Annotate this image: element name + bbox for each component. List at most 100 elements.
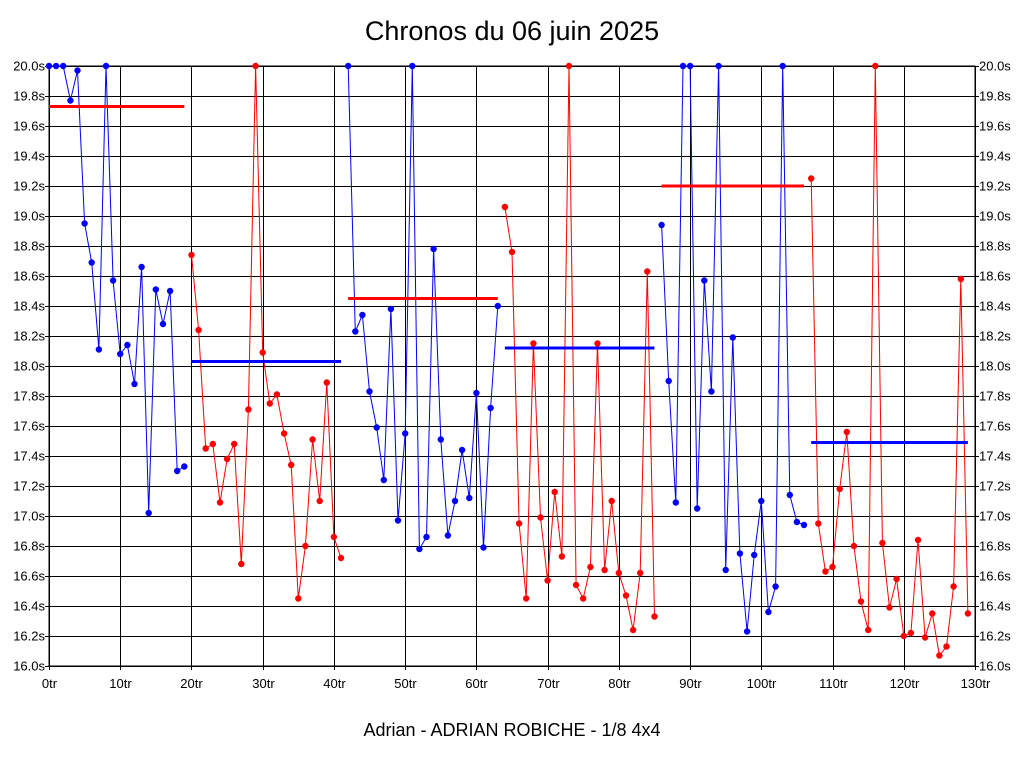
y-tick-label: 18.2s bbox=[13, 329, 45, 344]
data-point bbox=[836, 485, 843, 493]
data-point bbox=[815, 520, 822, 527]
series-layer bbox=[45, 62, 972, 659]
data-point bbox=[501, 203, 509, 211]
series-line-segment-2 bbox=[191, 65, 342, 599]
data-point bbox=[936, 652, 943, 659]
data-point bbox=[188, 251, 195, 259]
y-tick-label-right: 17.4s bbox=[979, 449, 1011, 464]
average-lines-layer bbox=[49, 105, 968, 444]
data-point bbox=[950, 583, 957, 590]
data-point bbox=[622, 592, 630, 599]
data-point bbox=[565, 62, 573, 70]
y-tick-label-right: 16.0s bbox=[979, 659, 1011, 674]
data-point bbox=[245, 406, 252, 413]
y-tick-label: 16.6s bbox=[13, 569, 45, 584]
data-point bbox=[159, 320, 167, 328]
data-point bbox=[921, 634, 929, 641]
data-point bbox=[900, 632, 907, 640]
grid-layer bbox=[48, 65, 976, 667]
data-point bbox=[793, 518, 801, 526]
data-point bbox=[259, 349, 266, 356]
data-point bbox=[345, 62, 352, 70]
data-point bbox=[444, 532, 452, 539]
data-point bbox=[409, 62, 416, 70]
data-point bbox=[715, 62, 722, 70]
data-point bbox=[202, 445, 209, 452]
y-tick-label-right: 17.6s bbox=[979, 419, 1011, 434]
y-tick-label-right: 17.8s bbox=[979, 389, 1011, 404]
data-point bbox=[957, 275, 964, 283]
data-point bbox=[216, 499, 224, 506]
data-point bbox=[88, 259, 95, 266]
data-point bbox=[672, 499, 679, 506]
data-point bbox=[580, 595, 587, 602]
data-point bbox=[102, 62, 110, 70]
data-point bbox=[74, 67, 81, 74]
data-point bbox=[551, 488, 558, 496]
data-point bbox=[109, 277, 117, 284]
data-point bbox=[850, 542, 858, 550]
data-point bbox=[694, 505, 701, 512]
data-point bbox=[751, 551, 758, 559]
data-point bbox=[166, 287, 174, 295]
data-point bbox=[637, 569, 644, 577]
data-point bbox=[359, 311, 366, 319]
data-point bbox=[658, 221, 665, 229]
data-point bbox=[252, 62, 259, 70]
y-tick-label-right: 19.0s bbox=[979, 209, 1011, 224]
y-tick-label: 19.4s bbox=[13, 149, 45, 164]
data-point bbox=[480, 544, 487, 551]
y-tick-label: 18.0s bbox=[13, 359, 45, 374]
data-point bbox=[800, 521, 808, 529]
data-point bbox=[387, 305, 395, 313]
data-point bbox=[829, 563, 836, 571]
data-point bbox=[758, 497, 765, 505]
data-point bbox=[508, 248, 516, 256]
data-point bbox=[67, 97, 74, 104]
y-tick-label: 20.0s bbox=[13, 59, 45, 74]
data-point bbox=[494, 302, 501, 310]
y-tick-label: 16.4s bbox=[13, 599, 45, 614]
data-point bbox=[651, 613, 658, 620]
y-tick-label: 17.6s bbox=[13, 419, 45, 434]
chart-title: Chronos du 06 juin 2025 bbox=[364, 16, 660, 46]
y-tick-label-right: 19.8s bbox=[979, 89, 1011, 104]
data-point bbox=[430, 245, 437, 253]
y-tick-label: 18.8s bbox=[13, 239, 45, 254]
y-tick-label-right: 18.4s bbox=[979, 299, 1011, 314]
data-point bbox=[152, 286, 159, 293]
data-point bbox=[174, 467, 181, 475]
data-point bbox=[594, 340, 601, 347]
data-point bbox=[729, 334, 736, 341]
data-point bbox=[437, 436, 444, 443]
data-point bbox=[743, 628, 751, 635]
y-tick-label: 18.4s bbox=[13, 299, 45, 314]
data-point bbox=[629, 626, 637, 634]
series-line-segment-3 bbox=[347, 65, 499, 551]
x-tick-label: 80tr bbox=[608, 676, 631, 691]
data-point bbox=[288, 461, 295, 469]
data-point bbox=[572, 581, 580, 589]
x-tick-label: 10tr bbox=[109, 676, 132, 691]
y-tick-label: 19.8s bbox=[13, 89, 45, 104]
data-point bbox=[686, 62, 694, 70]
x-tick-label: 90tr bbox=[679, 676, 702, 691]
data-point bbox=[523, 595, 530, 602]
data-point bbox=[701, 277, 708, 284]
data-point bbox=[466, 494, 473, 502]
data-point bbox=[124, 341, 131, 349]
data-point bbox=[943, 643, 950, 650]
data-point bbox=[238, 560, 245, 568]
y-tick-label: 17.8s bbox=[13, 389, 45, 404]
y-tick-label-right: 18.8s bbox=[979, 239, 1011, 254]
data-point bbox=[423, 533, 430, 541]
y-tick-label-right: 16.4s bbox=[979, 599, 1011, 614]
data-point bbox=[209, 440, 216, 448]
data-point bbox=[309, 436, 316, 443]
data-point bbox=[138, 263, 145, 271]
data-point bbox=[722, 566, 729, 574]
data-point bbox=[665, 377, 672, 385]
y-tick-label: 16.8s bbox=[13, 539, 45, 554]
data-point bbox=[929, 610, 936, 617]
y-tick-label-right: 18.2s bbox=[979, 329, 1011, 344]
